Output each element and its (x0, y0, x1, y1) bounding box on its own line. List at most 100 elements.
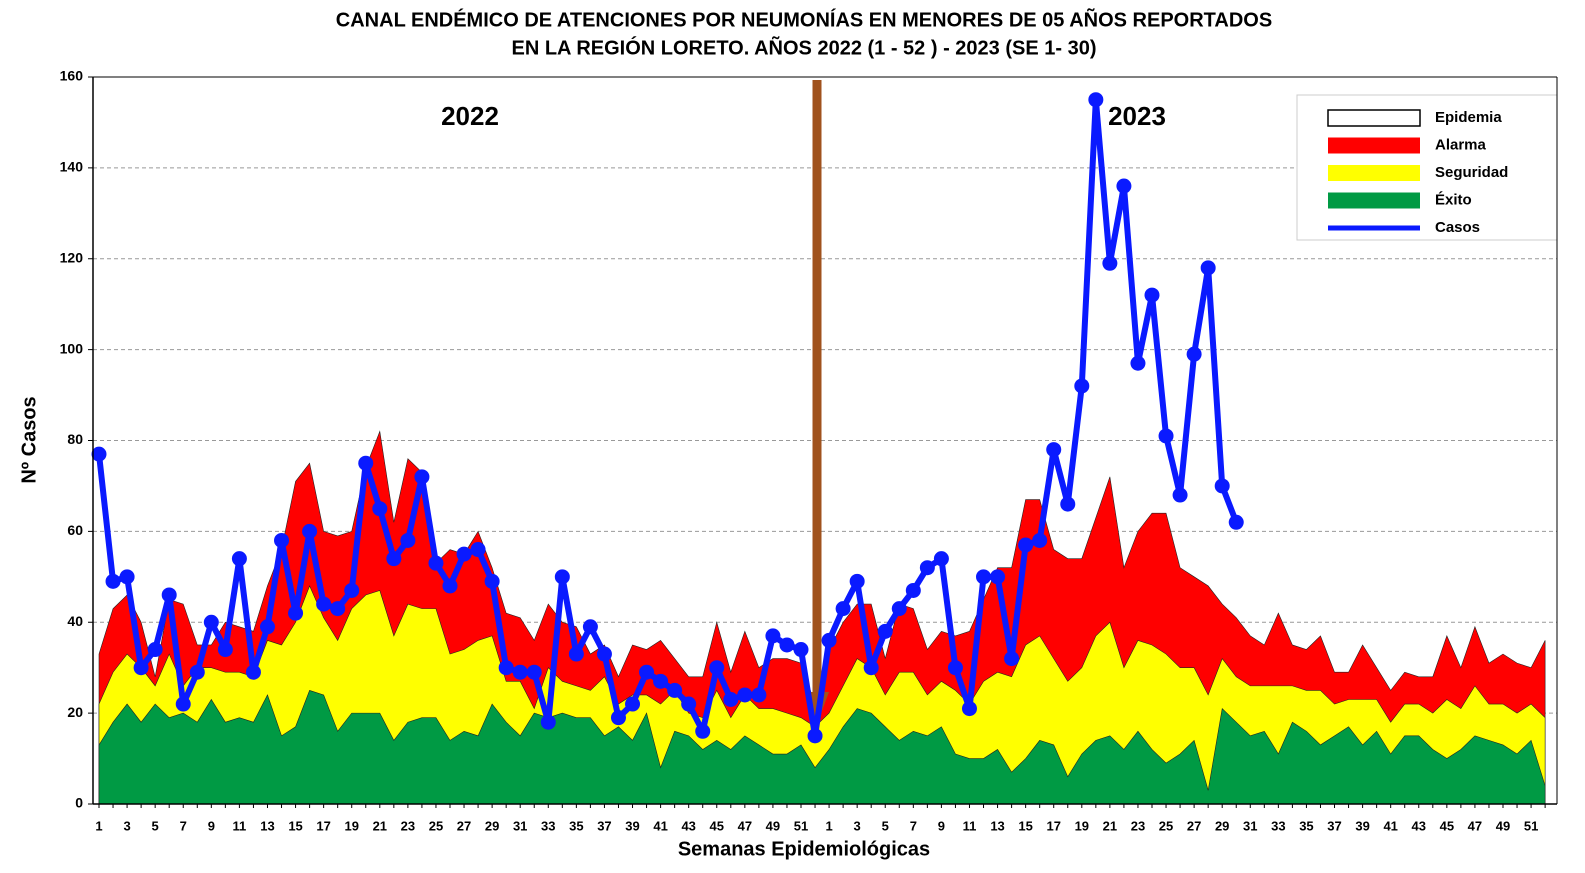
case-point (835, 601, 851, 617)
x-tick-label: 11 (963, 818, 977, 833)
x-tick-label: 5 (882, 818, 889, 833)
x-tick-label: 29 (485, 818, 499, 833)
case-point (119, 569, 135, 585)
x-tick-label: 31 (1243, 818, 1257, 833)
case-point (274, 532, 290, 548)
case-point (667, 682, 683, 698)
x-tick-label: 7 (180, 818, 187, 833)
case-point (1060, 496, 1076, 512)
case-point (259, 619, 275, 635)
case-point (1074, 378, 1090, 394)
case-point (428, 555, 444, 571)
case-point (863, 660, 879, 676)
case-point (400, 532, 416, 548)
x-axis-label: Semanas Epidemiológicas (678, 838, 930, 860)
legend-label: Seguridad (1435, 164, 1508, 181)
case-point (512, 664, 528, 680)
x-tick-label: 37 (597, 818, 611, 833)
x-tick-label: 45 (710, 818, 724, 833)
x-tick-label: 47 (738, 818, 752, 833)
x-tick-label: 31 (513, 818, 527, 833)
x-tick-label: 39 (625, 818, 639, 833)
case-point (821, 632, 837, 648)
x-tick-label: 5 (152, 818, 159, 833)
case-point (189, 664, 205, 680)
y-tick-label: 120 (60, 249, 84, 265)
case-point (1214, 478, 1230, 494)
x-tick-label: 3 (123, 818, 130, 833)
x-tick-label: 7 (910, 818, 917, 833)
annotation: 2022 (441, 101, 499, 131)
case-point (91, 446, 107, 462)
case-point (526, 664, 542, 680)
case-point (1228, 514, 1244, 530)
case-point (1102, 255, 1118, 271)
case-point (442, 578, 458, 594)
case-point (695, 723, 711, 739)
case-point (1172, 487, 1188, 503)
case-point (681, 696, 697, 712)
case-point (1018, 537, 1034, 553)
y-tick-label: 160 (60, 68, 84, 84)
case-point (161, 587, 177, 603)
x-tick-label: 11 (233, 818, 247, 833)
case-point (302, 523, 318, 539)
case-point (765, 628, 781, 644)
y-tick-label: 40 (67, 613, 83, 629)
case-point (456, 546, 472, 562)
chart-title: EN LA REGIÓN LORETO. AÑOS 2022 (1 - 52 )… (512, 35, 1097, 59)
x-tick-label: 25 (1159, 818, 1173, 833)
case-point (203, 614, 219, 630)
case-point (933, 551, 949, 567)
case-point (175, 696, 191, 712)
case-point (217, 642, 233, 658)
case-point (498, 660, 514, 676)
x-tick-label: 9 (938, 818, 945, 833)
case-point (147, 642, 163, 658)
x-tick-label: 37 (1327, 818, 1341, 833)
y-tick-label: 60 (67, 522, 83, 538)
case-point (653, 673, 669, 689)
x-tick-label: 21 (1103, 818, 1117, 833)
x-tick-label: 1 (95, 818, 102, 833)
case-point (470, 542, 486, 558)
case-point (947, 660, 963, 676)
case-point (849, 573, 865, 589)
area-3 (98, 690, 1546, 805)
case-point (288, 605, 304, 621)
legend-label: Epidemia (1435, 109, 1502, 126)
x-tick-label: 13 (260, 818, 274, 833)
case-point (540, 714, 556, 730)
x-tick-label: 19 (1075, 818, 1089, 833)
case-point (386, 551, 402, 567)
cases-line (96, 96, 1240, 739)
y-axis-label: Nº Casos (18, 396, 40, 483)
x-tick-label: 17 (316, 818, 330, 833)
legend-label: Alarma (1435, 136, 1487, 153)
y-tick-label: 100 (60, 340, 84, 356)
legend-swatch (1328, 137, 1420, 154)
case-point (610, 710, 626, 726)
x-tick-label: 23 (401, 818, 415, 833)
case-point (554, 569, 570, 585)
x-tick-label: 47 (1468, 818, 1482, 833)
x-tick-label: 41 (653, 818, 667, 833)
case-point (877, 623, 893, 639)
case-point (133, 660, 149, 676)
case-point (330, 601, 346, 617)
case-point (245, 664, 261, 680)
case-point (1144, 287, 1160, 303)
x-tick-label: 29 (1215, 818, 1229, 833)
case-point (891, 601, 907, 617)
case-point (779, 637, 795, 653)
case-point (1004, 651, 1020, 667)
case-point (1200, 260, 1216, 276)
legend-label: Éxito (1435, 191, 1472, 208)
x-tick-label: 33 (541, 818, 555, 833)
case-point (905, 582, 921, 598)
case-point (1116, 178, 1132, 194)
case-point (582, 619, 598, 635)
x-tick-label: 1 (825, 818, 832, 833)
x-tick-label: 33 (1271, 818, 1285, 833)
